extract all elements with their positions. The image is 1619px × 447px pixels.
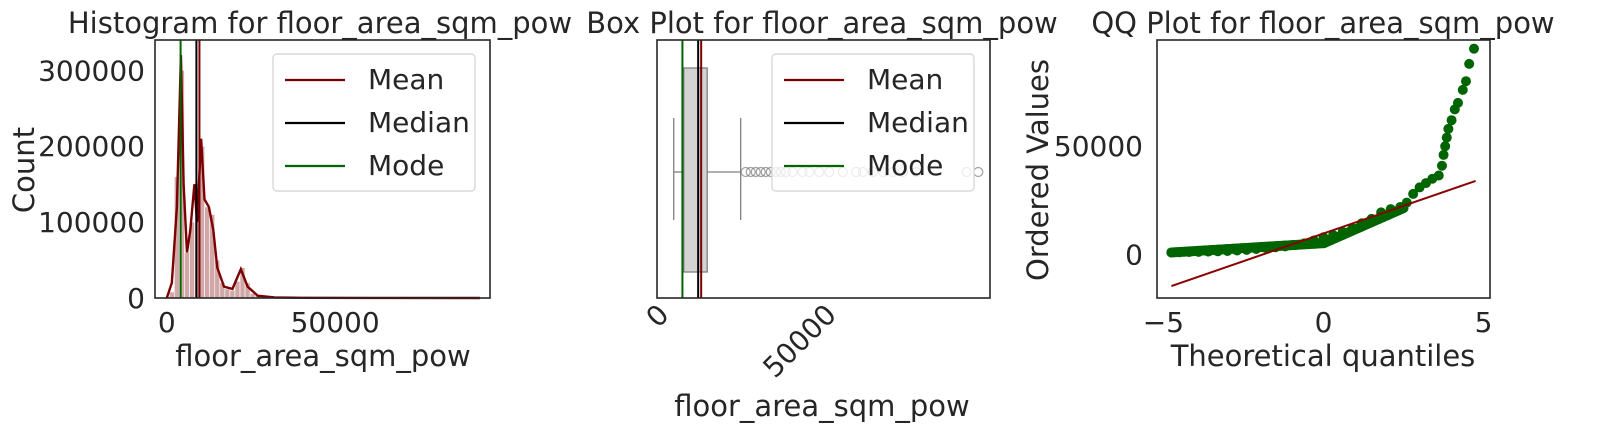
qqplot-xtick-label: 0 — [1315, 306, 1333, 339]
boxplot-legend-mode: Mode — [867, 149, 943, 182]
qqplot-point — [1440, 141, 1451, 152]
qqplot-point — [1443, 123, 1454, 134]
qqplot-point — [1328, 230, 1339, 241]
qqplot-point — [1464, 58, 1475, 69]
boxplot-outlier — [750, 166, 761, 178]
qqplot-point — [1438, 149, 1449, 160]
qqplot-frame — [1156, 39, 1491, 299]
histogram-kde-line — [165, 55, 480, 300]
histogram-xlabel: floor_area_sqm_pow — [175, 339, 470, 373]
qqplot-point — [1446, 115, 1457, 126]
boxplot-legend-median: Median — [867, 106, 969, 139]
boxplot-legend: Mean Median Mode — [771, 53, 975, 192]
histogram-ticks: 0 50000 0 100000 200000 300000 — [38, 54, 380, 339]
histogram-xtick-label: 50000 — [291, 306, 380, 339]
qqplot-point — [1212, 246, 1223, 257]
histogram-ytick-label: 100000 — [38, 206, 145, 239]
qqplot-point — [1452, 97, 1463, 108]
qqplot-point — [1166, 247, 1177, 258]
boxplot-plot-area — [673, 40, 984, 298]
histogram-plot-area — [165, 40, 480, 300]
qqplot-panel: QQ Plot for floor_area_sqm_pow −5 0 5 0 5000… — [1021, 6, 1555, 373]
boxplot-outlier — [740, 166, 751, 178]
qqplot-point — [1441, 132, 1452, 143]
qqplot-xlabel: Theoretical quantiles — [1170, 339, 1476, 373]
qqplot-point — [1436, 160, 1447, 171]
boxplot-outlier — [760, 166, 771, 178]
qqplot-title: QQ Plot for floor_area_sqm_pow — [1091, 6, 1554, 40]
boxplot-panel: Box Plot for floor_area_sqm_pow 0 50000 f… — [586, 6, 1058, 423]
boxplot-legend-mean: Mean — [867, 63, 943, 96]
histogram-title: Histogram for floor_area_sqm_pow — [68, 6, 572, 40]
boxplot-legend-box — [771, 53, 975, 192]
qqplot-fit-line — [1171, 179, 1476, 288]
histogram-bar — [204, 206, 211, 299]
histogram-ytick-label: 200000 — [38, 130, 145, 163]
boxplot-ticks: 0 50000 — [639, 298, 842, 384]
histogram-panel: Histogram for floor_area_sqm_pow 0 500000… — [7, 6, 572, 373]
histogram-legend-mode: Mode — [368, 149, 444, 182]
qqplot-point — [1408, 188, 1419, 199]
histogram-bar — [184, 252, 190, 299]
qqplot-point — [1203, 246, 1214, 257]
histogram-frame — [154, 39, 491, 299]
boxplot-outlier — [755, 166, 766, 178]
qqplot-plot-area — [1166, 43, 1479, 288]
qqplot-point — [1468, 43, 1479, 54]
histogram-ytick-label: 300000 — [38, 54, 145, 87]
qqplot-point — [1184, 247, 1195, 258]
histogram-legend-median: Median — [368, 106, 470, 139]
histogram-legend: Mean Median Mode — [272, 53, 476, 192]
qqplot-point — [1457, 84, 1468, 95]
boxplot-frame — [656, 39, 991, 299]
boxplot-outlier — [973, 166, 984, 178]
qqplot-point — [1337, 226, 1348, 237]
qqplot-point — [1460, 76, 1471, 87]
qqplot-ticks: −5 0 5 0 50000 — [1054, 130, 1493, 339]
qqplot-ylabel: Ordered Values — [1021, 59, 1055, 281]
qqplot-point — [1251, 244, 1262, 255]
boxplot-box — [683, 67, 708, 273]
qqplot-point — [1260, 243, 1271, 254]
boxplot-outlier — [745, 166, 756, 178]
qqplot-point — [1222, 245, 1233, 256]
histogram-bar — [169, 291, 175, 299]
histogram-ylabel: Count — [7, 127, 41, 213]
qqplot-ytick-label: 50000 — [1054, 130, 1143, 163]
qqplot-xtick-label: −5 — [1143, 306, 1184, 339]
qqplot-point — [1232, 245, 1243, 256]
qqplot-point — [1193, 246, 1204, 257]
qqplot-point — [1241, 244, 1252, 255]
boxplot-xlabel: floor_area_sqm_pow — [674, 389, 969, 423]
histogram-bar — [229, 290, 236, 299]
qqplot-point — [1433, 170, 1444, 181]
qqplot-point — [1174, 247, 1185, 258]
histogram-xtick-label: 0 — [158, 306, 176, 339]
qqplot-xtick-label: 5 — [1475, 306, 1493, 339]
qqplot-point — [1347, 223, 1358, 234]
boxplot-title: Box Plot for floor_area_sqm_pow — [586, 6, 1058, 40]
histogram-bar — [224, 288, 231, 299]
histogram-legend-box — [272, 53, 476, 192]
boxplot-xtick-label: 50000 — [756, 298, 842, 384]
boxplot-xtick-label: 0 — [639, 298, 675, 334]
histogram-legend-mean: Mean — [368, 63, 444, 96]
histogram-ytick-label: 0 — [127, 282, 145, 315]
qqplot-ytick-label: 0 — [1125, 239, 1143, 272]
